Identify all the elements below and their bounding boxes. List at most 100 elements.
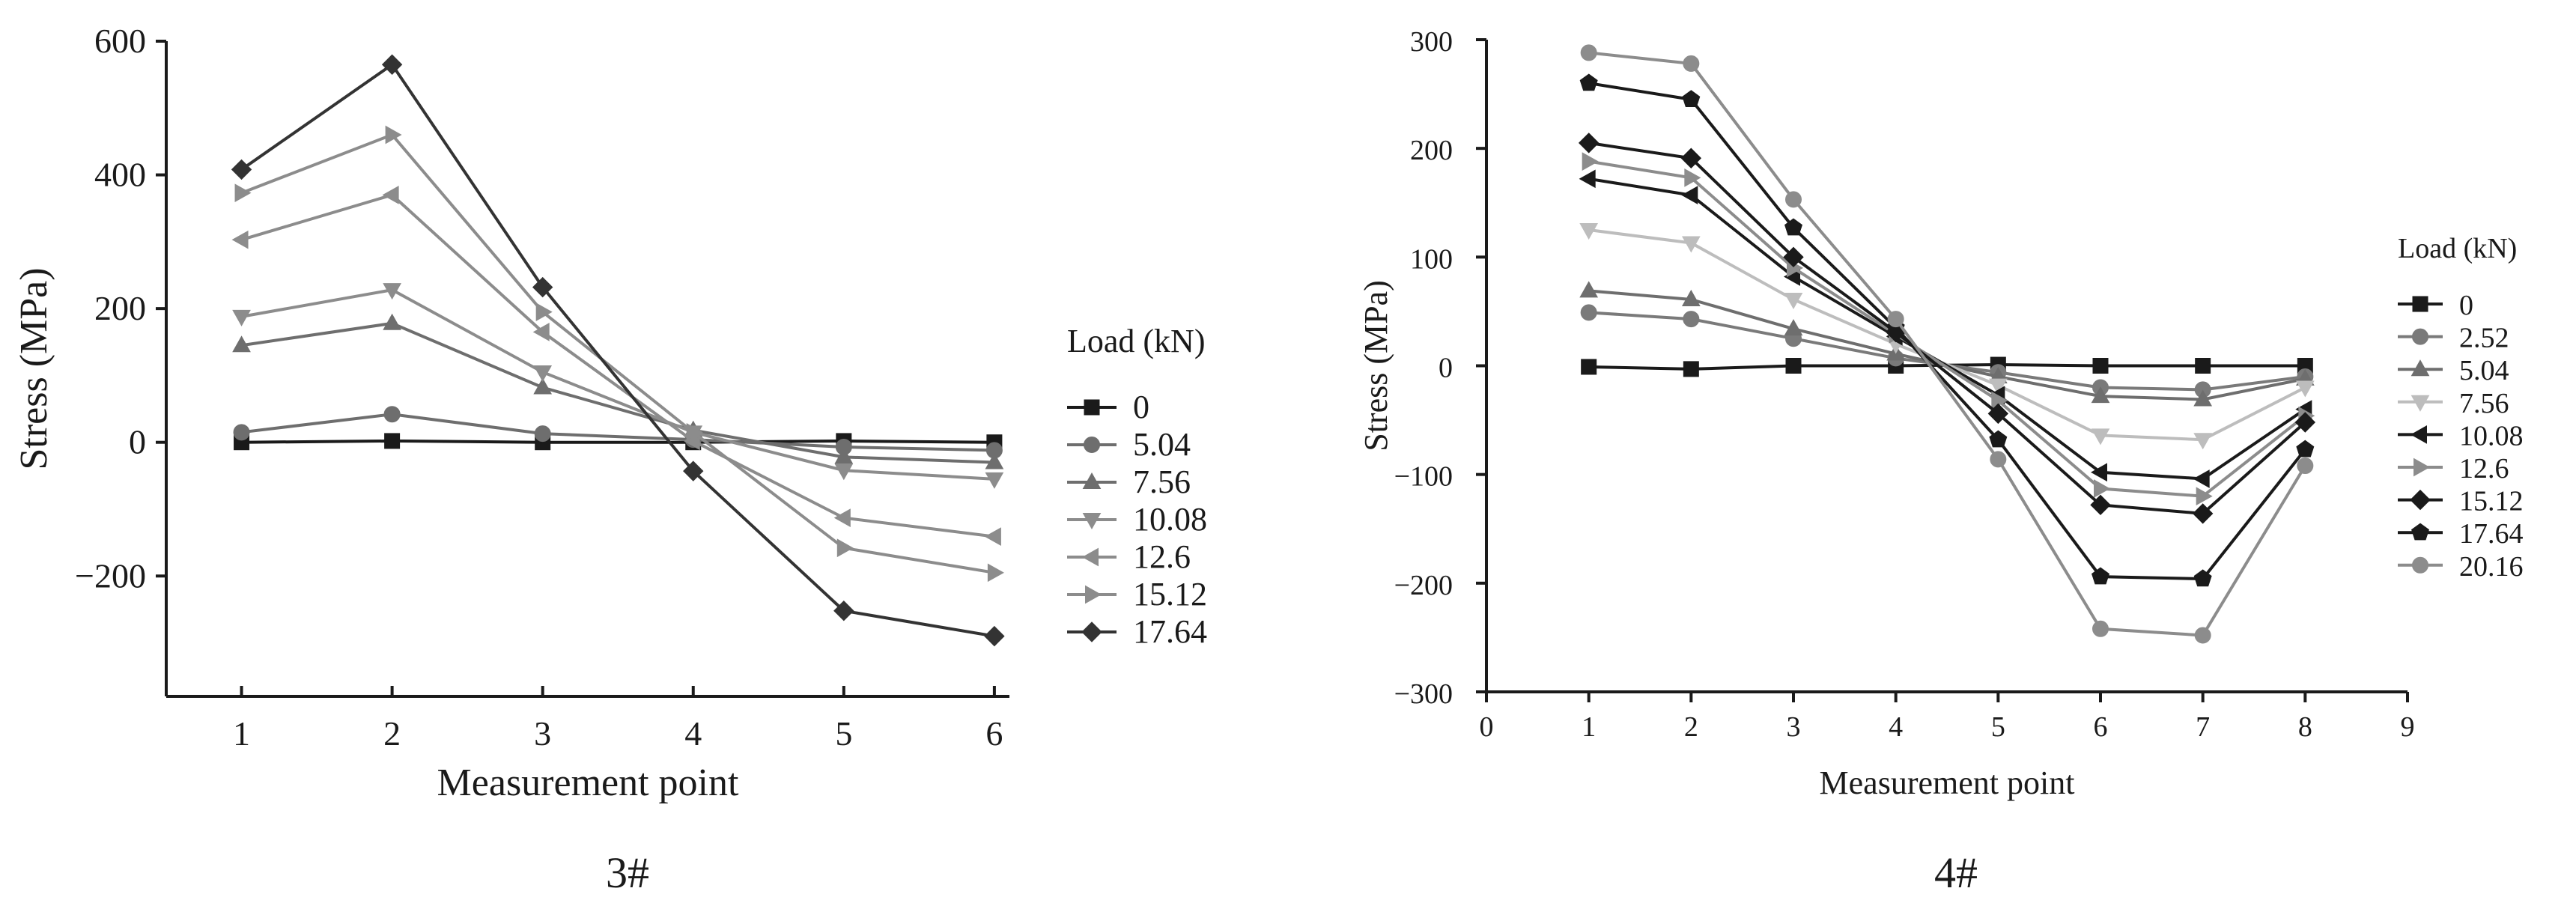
- legend: Load (kN) 02.525.047.5610.0812.615.1217.6…: [2398, 233, 2524, 583]
- legend-marker: [2414, 458, 2431, 477]
- legend-item: 20.16: [2398, 551, 2524, 583]
- series-7.56: [232, 313, 1004, 469]
- data-point: [383, 406, 401, 423]
- legend-label: 17.64: [2459, 518, 2524, 550]
- data-point: [2092, 358, 2109, 374]
- data-point: [2090, 463, 2107, 482]
- y-tick-label: 0: [1439, 353, 1453, 384]
- x-tick-label: 9: [2401, 711, 2415, 743]
- x-tick-label: 6: [985, 714, 1003, 753]
- legend-marker: [2412, 328, 2428, 345]
- legend-marker: [1084, 437, 1100, 453]
- x-tick-label: 3: [1787, 711, 1801, 743]
- series-line: [241, 439, 994, 444]
- series-7.56: [1579, 223, 2315, 450]
- x-tick-label: 0: [1480, 711, 1494, 743]
- chart-caption: 3#: [606, 848, 649, 897]
- y-tick-label: 200: [94, 289, 146, 327]
- legend-item: 12.6: [2398, 453, 2509, 484]
- data-point: [834, 447, 854, 464]
- data-point: [1683, 55, 1700, 72]
- data-point: [231, 159, 252, 180]
- data-point: [985, 472, 1004, 489]
- legend-label: 17.64: [1133, 613, 1207, 650]
- data-point: [1784, 292, 1803, 309]
- legend-item: 10.08: [2398, 420, 2524, 452]
- data-point: [1684, 168, 1701, 187]
- data-point: [234, 183, 252, 203]
- data-point: [1579, 223, 1599, 240]
- x-axis-title: Measurement point: [437, 762, 739, 804]
- data-point: [1681, 289, 1701, 306]
- data-point: [383, 283, 401, 300]
- x-tick-label: 7: [2196, 711, 2210, 743]
- data-point: [2192, 503, 2214, 524]
- y-tick-label: 0: [129, 423, 146, 461]
- series-5.04: [233, 406, 1003, 459]
- data-point: [1580, 304, 1597, 321]
- x-tick-label: 1: [233, 714, 250, 753]
- series-15.12: [1578, 133, 2316, 524]
- data-point: [1578, 133, 1600, 153]
- legend-label: 10.08: [1133, 501, 1207, 538]
- legend-item: 0: [1067, 389, 1149, 425]
- x-tick-label: 5: [835, 714, 852, 753]
- data-point: [2094, 479, 2111, 498]
- data-point: [1785, 191, 1802, 208]
- legend-label: 15.12: [1133, 576, 1207, 612]
- data-point: [2195, 358, 2211, 374]
- series-line: [241, 413, 994, 452]
- chart-3: −200 0 200 400 600 1 2 3 4 5 6 Measurement point Str…: [13, 22, 1207, 897]
- data-point: [1987, 403, 2009, 425]
- y-tick-label: 100: [1410, 243, 1453, 275]
- y-tick-label: −200: [75, 556, 146, 595]
- data-point: [1683, 361, 1699, 377]
- legend-item: 5.04: [2398, 355, 2509, 386]
- legend-label: 2.52: [2459, 323, 2509, 354]
- x-tick-label: 5: [1991, 711, 2005, 743]
- legend-item: 15.12: [1067, 576, 1207, 612]
- data-point: [2092, 620, 2109, 637]
- series-line: [1588, 51, 2307, 637]
- data-point: [2193, 433, 2213, 450]
- data-point: [984, 527, 1001, 546]
- data-point: [233, 424, 250, 441]
- legend-marker: [1084, 399, 1100, 416]
- x-tick-label: 3: [534, 714, 551, 753]
- series-20.16: [1580, 44, 2314, 644]
- data-point: [834, 463, 854, 481]
- legend-marker: [2412, 556, 2428, 574]
- legend-marker: [1081, 547, 1099, 567]
- legend-label: 20.16: [2459, 551, 2524, 583]
- data-point: [1681, 236, 1701, 253]
- legend-item: 0: [2398, 290, 2473, 321]
- legend-label: 5.04: [1133, 426, 1191, 463]
- data-point: [532, 276, 553, 298]
- data-point: [533, 377, 553, 395]
- legend-marker: [2411, 395, 2430, 412]
- legend-label: 12.6: [2459, 453, 2509, 484]
- series-12.6: [231, 186, 1001, 546]
- y-tick-label: 600: [94, 22, 146, 60]
- data-point: [2193, 389, 2213, 407]
- x-axis-title: Measurement point: [1820, 764, 2075, 801]
- x-tick-label: 4: [684, 714, 702, 753]
- x-tick-label: 1: [1582, 711, 1596, 743]
- data-point: [1579, 169, 1596, 189]
- legend-label: 10.08: [2459, 420, 2524, 452]
- data-point: [1784, 218, 1803, 236]
- data-point: [232, 335, 251, 353]
- data-point: [535, 303, 553, 321]
- series-17.64: [1579, 73, 2315, 587]
- legend-label: 7.56: [1133, 463, 1191, 500]
- data-point: [2193, 569, 2212, 587]
- x-tick-label: 6: [2094, 711, 2108, 743]
- x-tick-label: 4: [1889, 711, 1903, 743]
- y-tick-label: 300: [1410, 26, 1453, 58]
- x-tick-label: 2: [383, 714, 401, 753]
- legend-item: 7.56: [2398, 388, 2509, 419]
- data-point: [987, 563, 1004, 583]
- data-point: [1579, 73, 1598, 91]
- series-line: [1588, 141, 2306, 515]
